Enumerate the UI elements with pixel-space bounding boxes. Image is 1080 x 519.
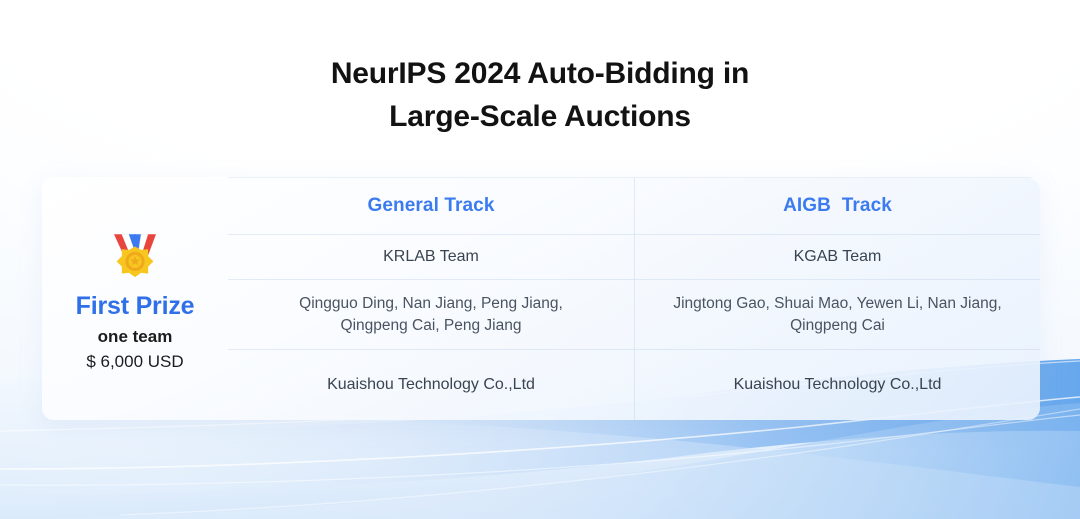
prize-card: First Prize one team $ 6,000 USD General…	[42, 177, 1040, 420]
column-header-general-track: General Track	[228, 177, 634, 234]
general-track-affiliation: Kuaishou Technology Co.,Ltd	[327, 376, 535, 393]
table-row: KRLAB Team KGAB Team	[228, 234, 1040, 279]
general-track-affiliation-cell: Kuaishou Technology Co.,Ltd	[228, 349, 634, 420]
column-header-aigb-track: AIGB Track	[634, 177, 1040, 234]
prize-title: First Prize	[75, 291, 195, 320]
column-header-general-track-label: General Track	[367, 195, 495, 216]
column-header-aigb-track-label: AIGB Track	[783, 195, 892, 216]
aigb-track-team-cell: KGAB Team	[634, 234, 1040, 279]
aigb-track-affiliation: Kuaishou Technology Co.,Ltd	[733, 376, 942, 393]
aigb-track-members: Jingtong Gao, Shuai Mao, Yewen Li, Nan J…	[673, 294, 1002, 334]
general-track-team-name: KRLAB Team	[383, 248, 479, 265]
winners-table: General Track AIGB Track KRLAB Team KGAB…	[228, 177, 1040, 420]
general-track-team-cell: KRLAB Team	[228, 234, 634, 279]
gold-medal-icon	[114, 233, 156, 277]
prize-team-count: one team	[97, 326, 173, 346]
table-row: Kuaishou Technology Co.,Ltd Kuaishou Tec…	[228, 349, 1040, 420]
aigb-track-team-name: KGAB Team	[793, 248, 882, 265]
page-title-line-1: NeurIPS 2024 Auto-Bidding in	[330, 57, 750, 90]
table-row: Qingguo Ding, Nan Jiang, Peng Jiang, Qin…	[228, 279, 1040, 349]
page-title-line-2: Large-Scale Auctions	[389, 100, 691, 134]
aigb-track-members-cell: Jingtong Gao, Shuai Mao, Yewen Li, Nan J…	[634, 279, 1040, 349]
general-track-members-cell: Qingguo Ding, Nan Jiang, Peng Jiang, Qin…	[228, 279, 634, 349]
page-title: NeurIPS 2024 Auto-Bidding in Large-Scale…	[0, 52, 1080, 138]
prize-amount: $ 6,000 USD	[86, 352, 184, 371]
prize-summary-column: First Prize one team $ 6,000 USD	[42, 177, 228, 420]
table-header-row: General Track AIGB Track	[228, 177, 1040, 234]
aigb-track-affiliation-cell: Kuaishou Technology Co.,Ltd	[634, 349, 1040, 420]
general-track-members: Qingguo Ding, Nan Jiang, Peng Jiang, Qin…	[299, 294, 563, 334]
